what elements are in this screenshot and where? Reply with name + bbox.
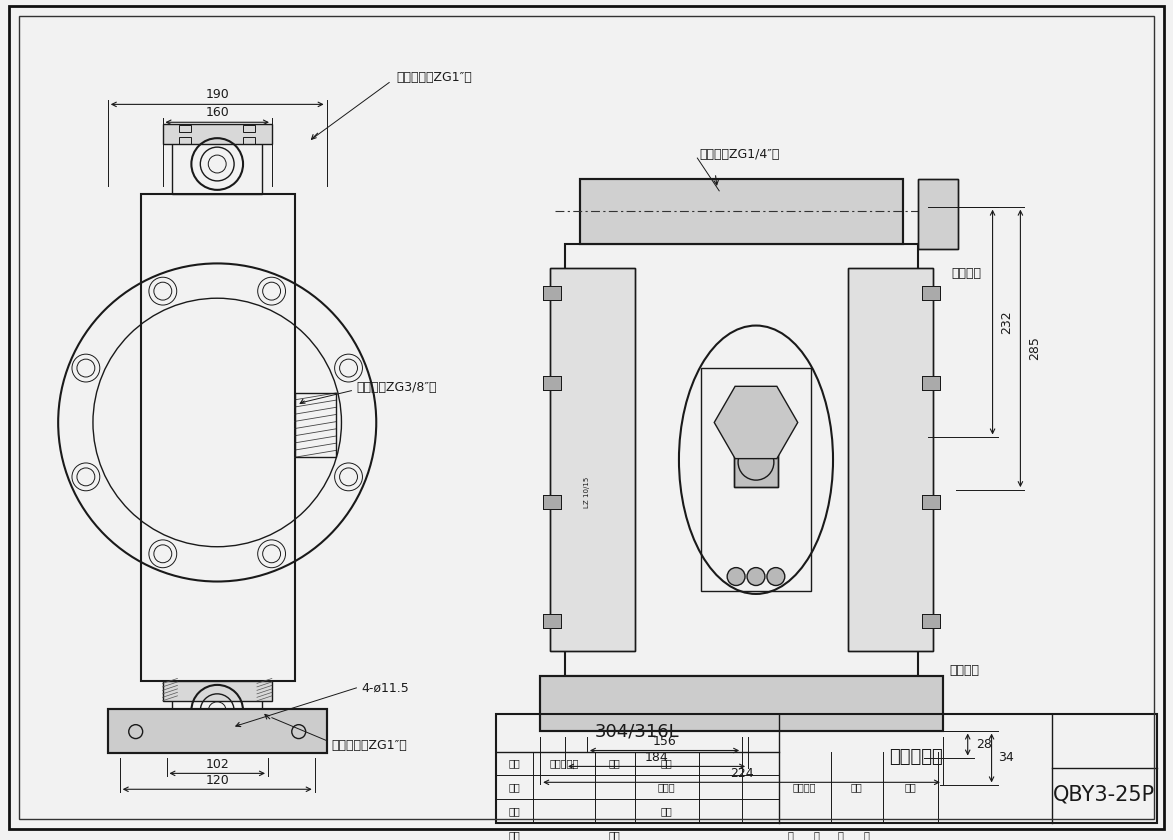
Bar <box>579 179 903 244</box>
Text: 190: 190 <box>205 88 229 101</box>
Polygon shape <box>714 386 798 459</box>
Circle shape <box>767 568 785 585</box>
Text: 共: 共 <box>788 830 794 840</box>
Bar <box>565 244 918 676</box>
Text: 标准化: 标准化 <box>658 782 676 792</box>
Bar <box>179 137 191 144</box>
Bar <box>550 269 635 651</box>
Text: 物料出口（ZG1″）: 物料出口（ZG1″） <box>396 71 472 84</box>
Bar <box>922 375 940 390</box>
Bar <box>243 730 255 737</box>
Circle shape <box>727 568 745 585</box>
Text: 安装尺寸图: 安装尺寸图 <box>889 748 942 766</box>
Text: （出口）: （出口） <box>951 267 982 280</box>
Bar <box>179 730 191 737</box>
Bar <box>179 742 191 748</box>
Text: 批准: 批准 <box>660 806 672 816</box>
Bar <box>163 124 272 144</box>
Bar <box>543 614 561 628</box>
Bar <box>848 269 933 651</box>
Bar <box>734 433 778 487</box>
Text: 第: 第 <box>838 830 843 840</box>
Bar <box>543 495 561 509</box>
Bar <box>922 286 940 300</box>
Bar <box>734 433 778 487</box>
Text: 120: 120 <box>205 774 229 787</box>
Bar <box>922 286 940 300</box>
Text: 图样标记: 图样标记 <box>793 782 816 792</box>
Bar <box>918 179 958 249</box>
Circle shape <box>747 568 765 585</box>
Bar <box>701 368 811 591</box>
Bar <box>918 179 958 249</box>
Bar <box>579 179 903 244</box>
Bar <box>543 375 561 390</box>
Bar <box>543 495 561 509</box>
Text: 4-ø11.5: 4-ø11.5 <box>361 681 409 695</box>
Bar <box>541 676 943 731</box>
Text: 比例: 比例 <box>904 782 916 792</box>
Bar <box>495 714 1157 823</box>
Text: 日期: 日期 <box>609 830 621 840</box>
Text: QBY3-25P: QBY3-25P <box>1053 785 1155 805</box>
Bar <box>243 137 255 144</box>
Bar <box>108 709 326 753</box>
Text: 156: 156 <box>652 735 677 748</box>
Text: 物料进口（ZG1″）: 物料进口（ZG1″） <box>332 739 407 752</box>
Text: 184: 184 <box>645 751 669 764</box>
Text: 224: 224 <box>730 767 753 780</box>
Bar <box>922 495 940 509</box>
Text: 页: 页 <box>814 830 820 840</box>
Bar <box>243 742 255 748</box>
Text: 日期: 日期 <box>660 759 672 769</box>
Text: 28: 28 <box>976 738 991 751</box>
Text: 更改文件号: 更改文件号 <box>549 759 578 769</box>
Bar <box>922 495 940 509</box>
Circle shape <box>744 411 768 434</box>
Text: 页: 页 <box>863 830 869 840</box>
Text: 232: 232 <box>1001 310 1013 333</box>
Bar <box>541 676 943 731</box>
Bar <box>922 614 940 628</box>
Bar <box>848 269 933 651</box>
Text: LZ 10/15: LZ 10/15 <box>584 476 590 507</box>
Text: 设计: 设计 <box>509 782 521 792</box>
Text: 进气口（ZG1/4″）: 进气口（ZG1/4″） <box>699 148 780 160</box>
Bar <box>163 681 272 701</box>
Bar <box>922 375 940 390</box>
Bar <box>243 125 255 132</box>
Bar <box>179 125 191 132</box>
Text: 标记: 标记 <box>509 759 521 769</box>
Text: 工艺: 工艺 <box>509 830 521 840</box>
Bar <box>550 269 635 651</box>
Text: 160: 160 <box>205 106 229 118</box>
Text: 102: 102 <box>205 758 229 771</box>
Text: 重量: 重量 <box>850 782 862 792</box>
Text: （进口）: （进口） <box>950 664 979 678</box>
Bar <box>922 614 940 628</box>
Bar <box>141 194 294 681</box>
Text: 304/316L: 304/316L <box>595 722 679 741</box>
Circle shape <box>734 401 778 444</box>
Text: 消声器（ZG3/8″）: 消声器（ZG3/8″） <box>357 381 436 394</box>
Bar <box>108 709 326 753</box>
Bar <box>543 375 561 390</box>
Bar <box>172 139 262 194</box>
Text: 签字: 签字 <box>609 759 621 769</box>
Text: 285: 285 <box>1028 337 1040 360</box>
Bar <box>543 614 561 628</box>
Text: 审核: 审核 <box>509 806 521 816</box>
Text: 34: 34 <box>997 752 1013 764</box>
Bar <box>543 286 561 300</box>
Bar <box>543 286 561 300</box>
Bar <box>172 681 262 736</box>
Bar <box>294 392 337 457</box>
